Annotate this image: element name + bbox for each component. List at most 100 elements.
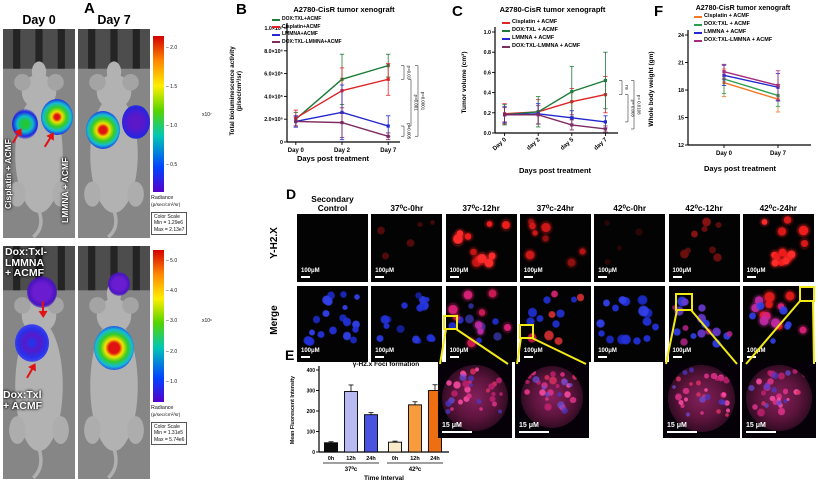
cell-dot	[451, 390, 458, 397]
scale-bar-label: 100μM	[301, 348, 320, 354]
chart-text: 100	[307, 430, 316, 436]
cell-dot	[459, 374, 467, 381]
cell-dot	[550, 370, 557, 378]
cell-dot	[448, 322, 457, 330]
chart-text: 24h	[366, 456, 376, 462]
color-scale-title: Color Scale	[154, 214, 180, 220]
radiance-label: Radiance	[151, 195, 174, 201]
cell-dot	[382, 252, 390, 260]
cell-dot	[782, 388, 789, 395]
cell-dot	[476, 337, 483, 344]
d-column-header: 42⁰c-24hr	[759, 203, 798, 214]
scale-bar-label: 100μM	[523, 348, 543, 354]
arrow-icon	[26, 363, 36, 379]
panel-b-label: B	[236, 1, 247, 18]
chart-text: 12h	[346, 456, 356, 462]
cell-dot	[527, 373, 532, 379]
series-line	[504, 114, 606, 130]
series-line	[504, 93, 606, 115]
chart-text: 0.8	[484, 50, 491, 56]
cell-dot	[429, 219, 435, 226]
chart-text: Day 7	[770, 151, 787, 157]
panel-b-title: A2780-CisR tumor xenograft	[293, 5, 395, 14]
inset-scale-label: 15 μM	[442, 422, 462, 429]
cell-dot	[405, 239, 415, 248]
cell-dot	[526, 317, 536, 327]
cell-dot	[637, 294, 648, 306]
panel-b-chart: 0 2.0×10⁶ 4.0×10⁶ 6.0×10⁶ 8.0×10⁶ 1.0×10⁷ Day …	[264, 23, 426, 154]
legend-label: DOX:TXL-LMMNA + ACMF	[512, 43, 581, 49]
cell-dot	[713, 375, 720, 382]
scale-bar-label: 100μM	[672, 348, 692, 354]
cell-dot	[525, 250, 536, 260]
panel-c-legend: Cisplatin + ACMF DOX:TXL + ACMF LMMNA + AC…	[502, 19, 581, 50]
cell-dot	[541, 234, 550, 243]
cell-dot	[477, 327, 485, 336]
cell-dot	[528, 221, 537, 230]
inset-37c-12hr: 15 μM	[438, 362, 512, 438]
d-row-label-yh2ax: Y-H2.X	[269, 227, 280, 259]
cell-dot	[328, 325, 337, 335]
cell-dot	[317, 330, 325, 338]
inset-scale-label: 15 μM	[667, 422, 687, 429]
dox-txl-lmmna-label: Dox:Txl- LMMNA + ACMF	[5, 247, 47, 279]
panel-c: C A2780-CisR tumor xenograpft Tumor volu…	[430, 0, 642, 186]
scale-bar	[672, 276, 682, 278]
cell-dot	[792, 368, 799, 374]
chart-text: 12	[678, 143, 684, 149]
d-column-header: 37⁰c-0hr	[390, 203, 424, 214]
colorbar-bottom: – 5.0– 4.0– 3.0– 2.0– 1.0 x10⁶ Radiance …	[150, 248, 226, 458]
arrow-icon	[12, 128, 22, 144]
colorbar-tick: – 2.0	[166, 348, 178, 355]
panel-c-title: A2780-CisR tumor xenograpft	[499, 5, 606, 14]
cell-dot	[524, 373, 529, 378]
d-row-label-merge: Merge	[269, 305, 280, 335]
series-line	[723, 81, 779, 100]
cell-dot	[720, 399, 726, 405]
cell-dot	[542, 295, 552, 304]
panel-b-xlabel: Days post treatment	[296, 154, 370, 163]
cell-dot	[487, 252, 496, 261]
cell-dot	[713, 253, 722, 262]
chart-text: day 2	[526, 137, 542, 152]
cell-dot	[717, 375, 724, 383]
cell-dot	[556, 309, 566, 319]
panel-e-xlabel: Time Interval	[364, 475, 404, 482]
cell-dot	[473, 320, 483, 329]
cell-dot	[679, 403, 685, 409]
group-label: 42⁰c	[409, 466, 422, 473]
cell-dot	[312, 315, 321, 324]
d-column-header: 37⁰c-24hr	[536, 203, 575, 214]
chart-text: 0h	[392, 456, 399, 462]
scale-bar	[523, 356, 533, 358]
cell-dot	[308, 329, 315, 337]
cell-dot	[548, 376, 557, 386]
cell-dot	[424, 296, 431, 303]
cell-dot	[766, 377, 775, 386]
cell-dot	[725, 407, 731, 414]
cell-dot	[756, 301, 765, 311]
scale-bar-label: 100μM	[746, 268, 766, 274]
colorbar-gradient	[153, 250, 164, 402]
cell-dot	[561, 407, 568, 415]
cell-dot	[495, 376, 503, 385]
micrograph-merge-col5: 100μM	[594, 286, 666, 362]
legend-entry: DOX:TXL + ACMF	[694, 21, 772, 28]
cell-dot	[376, 334, 384, 342]
series-line	[723, 78, 779, 97]
micrograph-yh2ax-col3: 100μM	[445, 214, 517, 282]
cell-dot	[696, 380, 702, 387]
cell-dot	[651, 322, 660, 331]
cell-dot	[469, 248, 477, 257]
legend-label: Cisplatin + ACMF	[512, 19, 558, 25]
legend-marker	[502, 45, 510, 48]
cell-dot	[770, 386, 777, 393]
cell-dot	[775, 399, 783, 407]
chart-text: 4.0×10⁶	[264, 94, 283, 100]
cell-dot	[712, 327, 722, 337]
chart-text: 21	[678, 61, 684, 67]
cell-dot	[463, 290, 474, 301]
chart-text: 300	[307, 389, 316, 395]
colorbar-tick: – 4.0	[166, 288, 178, 294]
chart-text: 12h	[410, 456, 420, 462]
